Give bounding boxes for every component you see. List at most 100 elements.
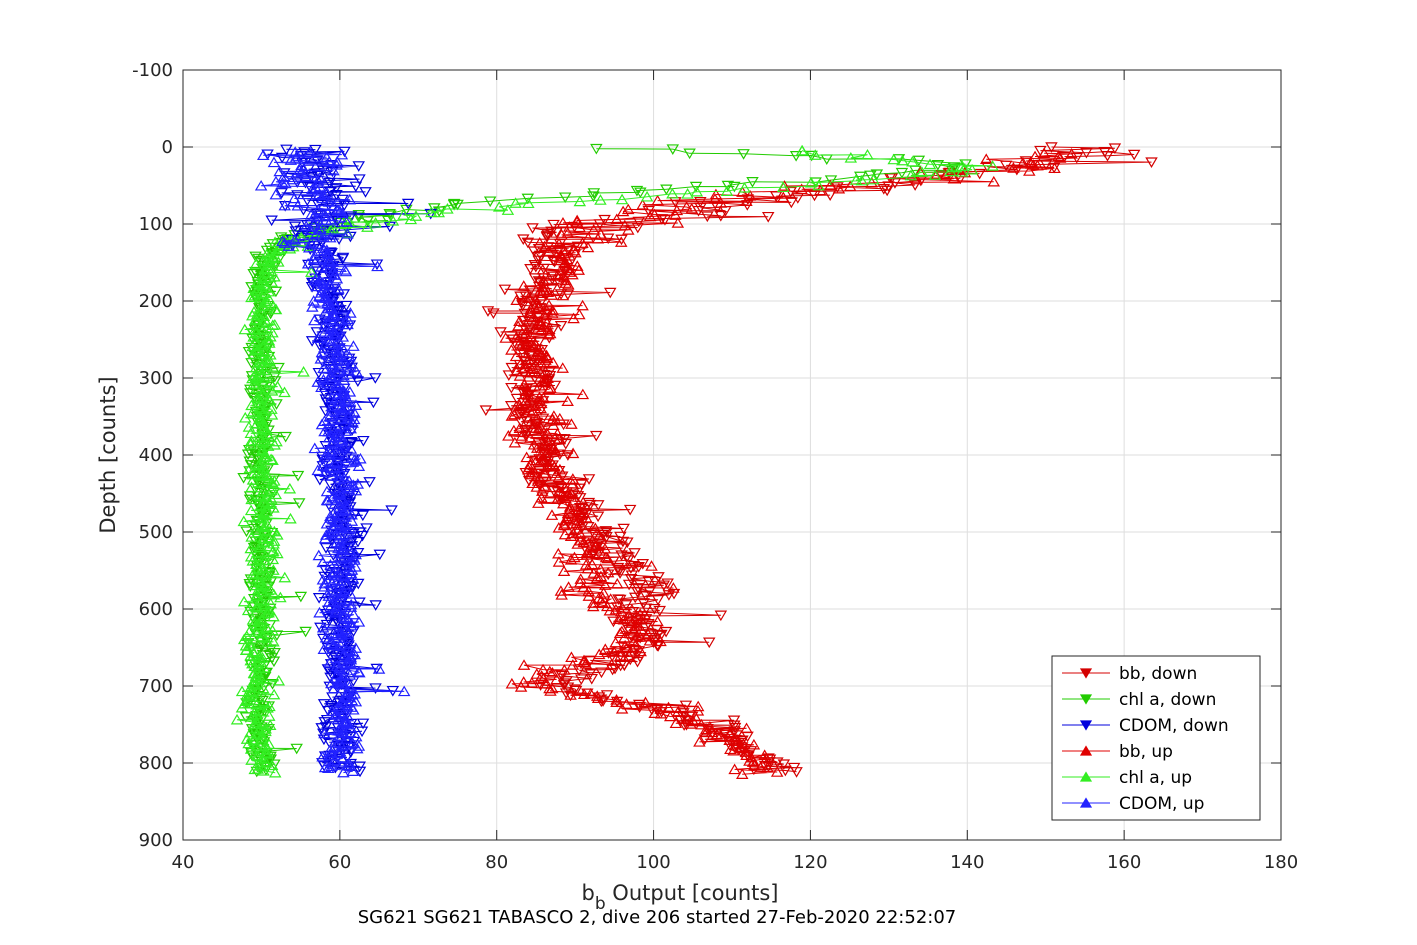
data-point: [372, 663, 386, 674]
data-point: [341, 318, 354, 330]
data-point: [268, 318, 282, 330]
data-point: [758, 749, 771, 761]
y-tick-label: 600: [139, 599, 173, 620]
y-tick-label: 200: [139, 291, 173, 312]
data-point: [832, 182, 846, 194]
data-point: [315, 381, 328, 393]
data-point: [317, 734, 331, 746]
data-point: [867, 173, 880, 185]
data-point: [552, 547, 565, 559]
data-point: [648, 603, 661, 615]
data-point: [322, 431, 336, 443]
data-point: [904, 169, 918, 181]
data-point: [294, 591, 308, 603]
data-point: [316, 459, 330, 471]
data-point: [244, 427, 258, 439]
data-point: [249, 323, 262, 335]
data-point: [349, 484, 363, 496]
data-point: [648, 576, 662, 588]
data-point: [343, 320, 357, 331]
data-point: [256, 324, 269, 335]
data-point: [544, 327, 557, 339]
data-point: [257, 485, 270, 497]
data-point: [322, 614, 335, 625]
data-point: [521, 337, 535, 349]
data-point: [559, 438, 573, 450]
legend-marker: [1079, 668, 1093, 679]
data-point: [540, 304, 554, 316]
data-point: [642, 205, 655, 217]
data-point: [588, 529, 601, 541]
data-point: [341, 393, 354, 405]
data-point: [320, 151, 333, 162]
data-point: [587, 548, 601, 559]
data-point: [667, 588, 681, 600]
data-point: [245, 282, 258, 293]
data-point: [324, 637, 338, 649]
data-point: [601, 600, 614, 612]
data-point: [247, 446, 260, 458]
data-point: [250, 589, 264, 600]
data-point: [322, 328, 335, 340]
data-point: [256, 651, 269, 663]
data-point: [541, 228, 554, 240]
data-point: [268, 303, 282, 315]
data-point: [551, 493, 564, 504]
data-point: [520, 451, 533, 463]
data-point: [261, 428, 274, 440]
data-point: [570, 523, 583, 534]
data-point: [599, 579, 612, 590]
data-point: [959, 159, 972, 170]
data-point: [551, 427, 564, 439]
data-point: [532, 497, 545, 508]
data-point: [614, 236, 628, 247]
data-point: [653, 605, 666, 617]
data-point: [263, 498, 277, 509]
data-point: [356, 530, 369, 542]
data-point: [254, 179, 268, 191]
data-point: [483, 196, 497, 208]
x-tick-label: 180: [1264, 852, 1298, 873]
data-point: [714, 610, 728, 622]
data-point: [288, 192, 301, 204]
series-5: [254, 146, 411, 778]
data-point: [630, 185, 644, 197]
data-point: [308, 314, 321, 326]
x-tick-label: 100: [636, 852, 670, 873]
data-point: [566, 447, 580, 459]
data-point: [261, 257, 275, 269]
data-point: [575, 674, 588, 685]
data-point: [556, 362, 569, 373]
legend-label: CDOM, up: [1119, 794, 1204, 814]
data-point: [654, 707, 668, 719]
data-point: [324, 214, 338, 226]
data-point: [325, 462, 338, 474]
data-point: [680, 201, 693, 212]
data-point: [582, 474, 596, 485]
data-point: [312, 593, 326, 604]
data-point: [240, 733, 254, 744]
data-point: [272, 674, 286, 686]
data-point: [589, 430, 603, 442]
data-point: [552, 471, 565, 483]
data-point: [598, 542, 612, 554]
data-point: [260, 424, 273, 436]
data-point: [728, 732, 741, 743]
data-point: [1145, 157, 1158, 169]
data-point: [265, 403, 278, 414]
data-point: [308, 249, 322, 261]
data-point: [269, 175, 283, 187]
data-point: [328, 606, 342, 618]
data-point: [584, 687, 598, 699]
legend-item: bb, up: [1062, 742, 1173, 762]
data-point: [629, 638, 643, 650]
data-point: [344, 422, 357, 434]
data-point: [538, 677, 552, 689]
data-point: [267, 564, 280, 575]
data-point: [333, 730, 346, 741]
data-point: [291, 177, 304, 189]
data-point: [559, 277, 573, 288]
data-point: [316, 556, 330, 568]
data-point: [307, 210, 321, 222]
data-point: [320, 529, 333, 540]
